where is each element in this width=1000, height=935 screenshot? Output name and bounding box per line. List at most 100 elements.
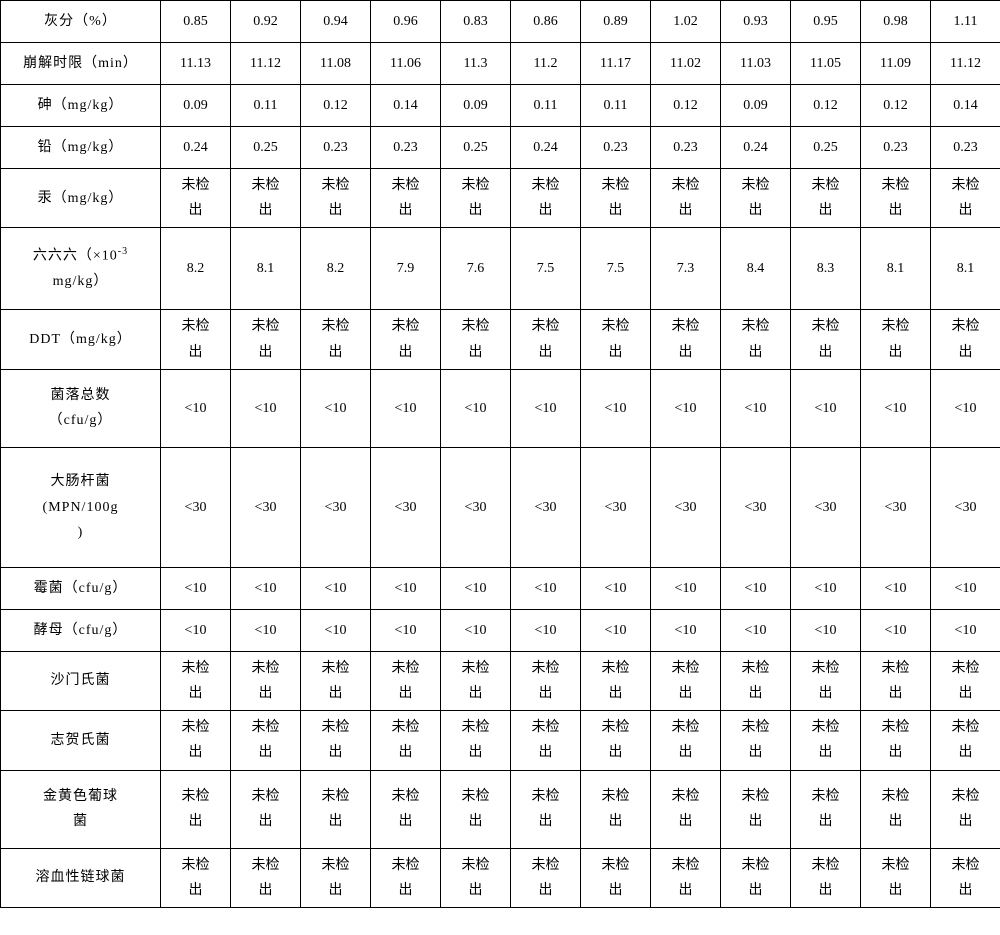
row-header-cell: 大肠杆菌(MPN/100g) — [1, 447, 161, 567]
data-cell: 未检出 — [301, 770, 371, 848]
data-cell: <10 — [581, 567, 651, 609]
data-table-container: 灰分（%）0.850.920.940.960.830.860.891.020.9… — [0, 0, 1000, 935]
data-cell: 7.5 — [511, 228, 581, 310]
data-cell: 未检出 — [721, 651, 791, 710]
data-cell: 8.3 — [791, 228, 861, 310]
data-cell: 未检出 — [791, 770, 861, 848]
data-cell: <10 — [441, 369, 511, 447]
data-cell: <10 — [511, 567, 581, 609]
data-cell: 0.85 — [161, 1, 231, 43]
data-cell: 未检出 — [931, 310, 1000, 369]
data-cell: 0.11 — [231, 85, 301, 127]
data-cell: 未检出 — [371, 169, 441, 228]
data-cell: <10 — [161, 567, 231, 609]
row-header-cell: 霉菌（cfu/g） — [1, 567, 161, 609]
data-cell: <10 — [861, 567, 931, 609]
table-row: 汞（mg/kg）未检出未检出未检出未检出未检出未检出未检出未检出未检出未检出未检… — [1, 169, 1000, 228]
data-cell: <10 — [231, 609, 301, 651]
row-header-cell: 沙门氏菌 — [1, 651, 161, 710]
data-cell: 0.98 — [861, 1, 931, 43]
data-cell: 0.12 — [301, 85, 371, 127]
data-cell: 未检出 — [441, 711, 511, 770]
data-cell: <30 — [231, 447, 301, 567]
data-cell: 0.09 — [441, 85, 511, 127]
data-cell: 11.03 — [721, 43, 791, 85]
data-cell: <10 — [511, 369, 581, 447]
data-cell: 0.83 — [441, 1, 511, 43]
table-row: 志贺氏菌未检出未检出未检出未检出未检出未检出未检出未检出未检出未检出未检出未检出 — [1, 711, 1000, 770]
data-cell: 未检出 — [441, 651, 511, 710]
row-header-cell: DDT（mg/kg） — [1, 310, 161, 369]
data-cell: 未检出 — [581, 711, 651, 770]
data-cell: 1.11 — [931, 1, 1000, 43]
data-cell: 未检出 — [791, 848, 861, 907]
data-cell: 未检出 — [161, 848, 231, 907]
data-cell: 7.6 — [441, 228, 511, 310]
data-cell: 0.96 — [371, 1, 441, 43]
data-cell: <10 — [161, 609, 231, 651]
row-header-cell: 汞（mg/kg） — [1, 169, 161, 228]
row-header-cell: 灰分（%） — [1, 1, 161, 43]
data-cell: 未检出 — [441, 169, 511, 228]
data-cell: 0.93 — [721, 1, 791, 43]
data-cell: 未检出 — [651, 848, 721, 907]
data-cell: 未检出 — [581, 770, 651, 848]
data-cell: <30 — [791, 447, 861, 567]
data-cell: 未检出 — [511, 770, 581, 848]
data-cell: 未检出 — [651, 310, 721, 369]
table-row: 沙门氏菌未检出未检出未检出未检出未检出未检出未检出未检出未检出未检出未检出未检出 — [1, 651, 1000, 710]
data-cell: 未检出 — [231, 848, 301, 907]
data-cell: 未检出 — [511, 310, 581, 369]
data-cell: 11.08 — [301, 43, 371, 85]
table-row: 溶血性链球菌未检出未检出未检出未检出未检出未检出未检出未检出未检出未检出未检出未… — [1, 848, 1000, 907]
data-cell: 未检出 — [791, 651, 861, 710]
data-cell: 8.1 — [861, 228, 931, 310]
data-cell: <10 — [931, 369, 1000, 447]
data-cell: 未检出 — [231, 651, 301, 710]
data-cell: 0.23 — [371, 127, 441, 169]
data-cell: 0.23 — [861, 127, 931, 169]
data-cell: 7.5 — [581, 228, 651, 310]
table-row: 酵母（cfu/g）<10<10<10<10<10<10<10<10<10<10<… — [1, 609, 1000, 651]
data-cell: 未检出 — [721, 711, 791, 770]
row-header-cell: 志贺氏菌 — [1, 711, 161, 770]
row-header-cell: 菌落总数（cfu/g） — [1, 369, 161, 447]
table-row: 铅（mg/kg）0.240.250.230.230.250.240.230.23… — [1, 127, 1000, 169]
data-cell: 11.05 — [791, 43, 861, 85]
data-cell: <10 — [581, 369, 651, 447]
table-row: 砷（mg/kg）0.090.110.120.140.090.110.110.12… — [1, 85, 1000, 127]
data-cell: 11.13 — [161, 43, 231, 85]
data-cell: 0.89 — [581, 1, 651, 43]
data-cell: <30 — [721, 447, 791, 567]
data-cell: 未检出 — [511, 711, 581, 770]
data-cell: <10 — [791, 369, 861, 447]
data-cell: 0.14 — [371, 85, 441, 127]
data-cell: 未检出 — [651, 651, 721, 710]
data-cell: 8.2 — [161, 228, 231, 310]
data-cell: 未检出 — [301, 848, 371, 907]
data-cell: 未检出 — [161, 770, 231, 848]
data-cell: <10 — [301, 369, 371, 447]
data-cell: <10 — [651, 369, 721, 447]
row-header-cell: 金黄色葡球菌 — [1, 770, 161, 848]
data-cell: 0.12 — [651, 85, 721, 127]
table-row: 霉菌（cfu/g）<10<10<10<10<10<10<10<10<10<10<… — [1, 567, 1000, 609]
data-cell: 0.24 — [511, 127, 581, 169]
data-cell: 未检出 — [371, 770, 441, 848]
data-cell: <10 — [301, 567, 371, 609]
data-cell: <10 — [791, 567, 861, 609]
data-cell: 0.94 — [301, 1, 371, 43]
data-cell: <10 — [511, 609, 581, 651]
data-cell: 0.12 — [791, 85, 861, 127]
data-cell: 未检出 — [231, 310, 301, 369]
data-cell: 0.23 — [651, 127, 721, 169]
data-cell: 0.95 — [791, 1, 861, 43]
data-cell: 1.02 — [651, 1, 721, 43]
data-cell: <30 — [651, 447, 721, 567]
data-cell: 未检出 — [931, 651, 1000, 710]
row-header-cell: 酵母（cfu/g） — [1, 609, 161, 651]
data-cell: 0.24 — [161, 127, 231, 169]
data-cell: 未检出 — [371, 711, 441, 770]
data-cell: 未检出 — [931, 770, 1000, 848]
data-cell: 11.12 — [931, 43, 1000, 85]
